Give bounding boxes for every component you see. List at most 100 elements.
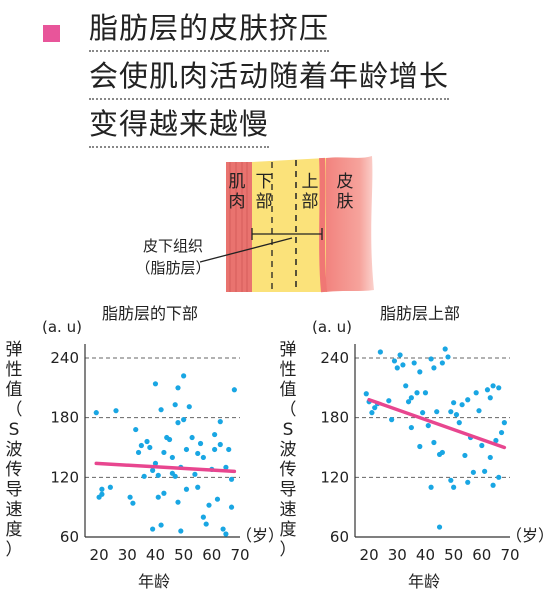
- x-tick-label: 40: [146, 546, 165, 564]
- y-tick-label: 120: [50, 468, 79, 486]
- y-tick-label: 120: [320, 468, 349, 486]
- data-point: [422, 390, 429, 396]
- data-point: [377, 349, 383, 355]
- data-point: [391, 358, 398, 364]
- data-point: [183, 486, 190, 492]
- data-point: [490, 383, 496, 389]
- data-point: [200, 514, 206, 520]
- x-axis-unit: （岁）: [236, 526, 285, 545]
- callout-label: 皮下组织 （脂肪层）: [135, 237, 211, 277]
- data-point: [496, 474, 502, 480]
- data-point: [228, 476, 235, 482]
- data-point: [479, 442, 485, 449]
- data-point: [417, 369, 423, 375]
- data-point: [169, 454, 175, 461]
- data-point: [113, 408, 119, 414]
- data-point: [465, 479, 471, 485]
- data-point: [99, 486, 105, 492]
- data-point: [93, 410, 99, 416]
- data-point: [448, 409, 454, 415]
- data-point: [228, 504, 235, 510]
- skin-diagram: [199, 156, 374, 293]
- data-point: [496, 385, 502, 391]
- data-point: [183, 446, 190, 453]
- data-point: [476, 408, 482, 414]
- data-point: [141, 473, 147, 479]
- data-point: [465, 397, 471, 403]
- data-point: [99, 491, 105, 497]
- data-point: [161, 449, 167, 456]
- data-point: [434, 409, 440, 415]
- y-tick-label: 180: [320, 409, 349, 427]
- data-point: [130, 500, 136, 506]
- x-tick-label: 60: [472, 546, 491, 564]
- data-point: [192, 471, 198, 477]
- data-point: [394, 365, 400, 371]
- trend-line: [367, 397, 507, 450]
- data-point: [420, 410, 426, 416]
- data-point: [456, 420, 462, 426]
- x-axis-label: 年龄: [138, 572, 171, 591]
- data-point: [445, 354, 451, 360]
- data-point: [369, 410, 375, 416]
- data-point: [220, 526, 226, 532]
- data-point: [150, 526, 156, 532]
- data-point: [223, 531, 229, 537]
- data-point: [158, 407, 164, 413]
- data-point: [206, 502, 212, 508]
- data-point: [175, 420, 181, 426]
- skin-label: 皮 肤: [336, 172, 354, 212]
- data-point: [212, 431, 218, 438]
- fat-layer: [252, 158, 326, 292]
- data-point: [189, 434, 195, 441]
- data-point: [175, 385, 181, 391]
- data-point: [487, 454, 493, 461]
- chart-title: 脂肪层的下部: [101, 304, 198, 323]
- data-point: [417, 443, 423, 450]
- data-point: [223, 464, 229, 470]
- data-point: [414, 390, 420, 396]
- muscle-label: 肌 肉: [228, 172, 246, 212]
- data-point: [436, 524, 443, 530]
- data-point: [181, 417, 187, 423]
- data-point: [462, 452, 468, 459]
- data-point: [453, 412, 460, 418]
- data-point: [431, 365, 437, 371]
- y-tick-label: 240: [320, 349, 349, 367]
- data-point: [473, 390, 479, 396]
- chart-upper-fat: 脂肪层上部 (a. u) 弹性值（S 波传导速度） 60 120 180 240 20 30…: [270, 300, 550, 602]
- trend-line: [94, 461, 237, 474]
- data-point: [439, 360, 445, 366]
- data-point: [150, 467, 156, 473]
- chart-lower-fat: 脂肪层的下部 (a. u) 弹性值（S 波传导速度） 60 120 180 240 20 3…: [0, 300, 285, 602]
- data-point: [400, 362, 406, 368]
- y-axis-label: 弹性值（S 波传导速度）: [5, 340, 23, 560]
- data-point: [372, 405, 378, 411]
- x-tick-label: 30: [388, 546, 407, 564]
- data-point: [186, 404, 192, 410]
- data-point: [363, 391, 369, 397]
- data-point: [431, 439, 437, 446]
- upper-label: 上 部: [301, 172, 319, 212]
- data-point: [484, 387, 491, 393]
- data-point: [487, 395, 493, 401]
- x-tick-label: 70: [500, 546, 519, 564]
- data-point: [133, 426, 139, 433]
- scatter-plot: 60 120 180 240 20 30 40 50 60 70: [50, 344, 250, 564]
- data-point: [152, 460, 159, 466]
- data-point: [451, 400, 457, 406]
- data-point: [166, 436, 173, 443]
- muscle-layer: [226, 162, 252, 292]
- title-marker: [43, 25, 60, 42]
- data-point: [147, 444, 153, 451]
- data-point: [197, 440, 204, 447]
- data-point: [195, 450, 201, 457]
- x-tick-label: 70: [230, 546, 249, 564]
- data-point: [231, 387, 237, 393]
- data-point: [405, 399, 412, 405]
- data-point: [490, 482, 496, 488]
- data-point: [408, 424, 414, 431]
- data-point: [214, 496, 221, 502]
- data-point: [498, 429, 505, 436]
- data-point: [459, 402, 465, 408]
